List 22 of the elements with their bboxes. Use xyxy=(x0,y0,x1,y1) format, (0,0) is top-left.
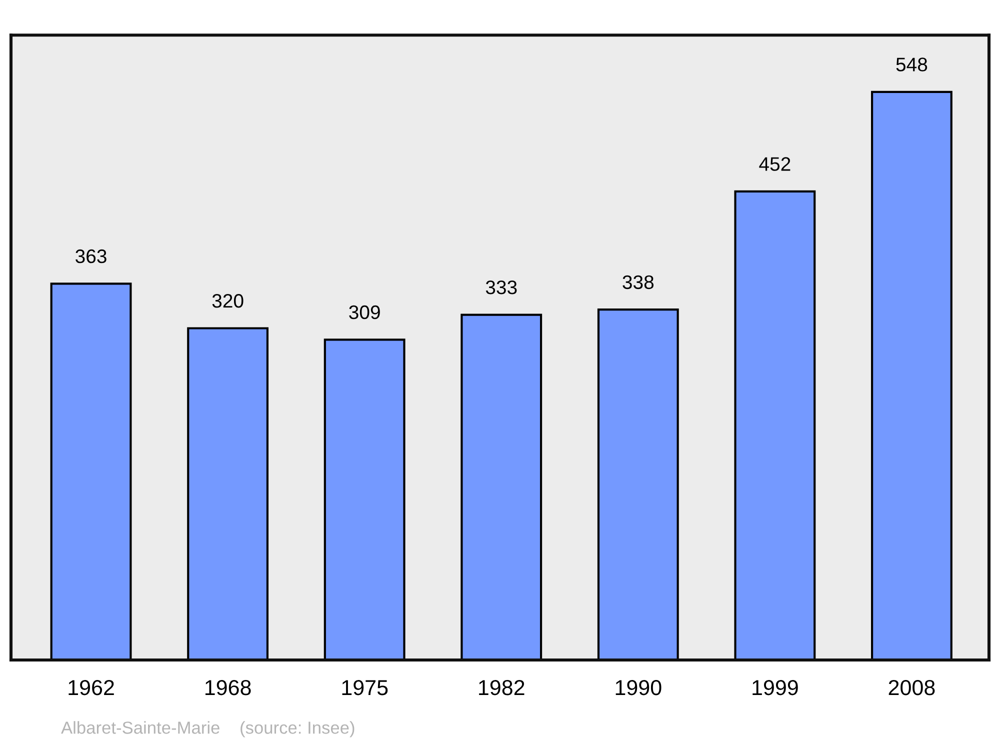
data-label: 452 xyxy=(759,157,790,171)
x-tick-label: 1962 xyxy=(68,680,114,696)
x-tick-label: 1968 xyxy=(206,680,251,696)
bar xyxy=(324,338,406,660)
data-label: 548 xyxy=(896,58,928,72)
x-tick-label: 2008 xyxy=(888,680,935,696)
x-tick-label: 1982 xyxy=(479,680,524,696)
data-label: 309 xyxy=(349,305,380,320)
bar xyxy=(187,327,269,660)
data-label: 338 xyxy=(622,275,654,290)
bar xyxy=(50,282,132,660)
x-tick-label: 1975 xyxy=(342,680,388,696)
bar xyxy=(460,314,542,660)
data-label: 320 xyxy=(212,294,244,308)
data-label: 333 xyxy=(486,280,517,294)
bar xyxy=(734,190,816,660)
x-tick-label: 1990 xyxy=(616,680,662,696)
bar xyxy=(871,90,952,660)
data-label: 363 xyxy=(76,249,106,264)
bar xyxy=(597,308,679,660)
text: Albaret-Sainte-Marie (source: Insee) xyxy=(61,721,354,738)
x-tick-label: 1999 xyxy=(752,680,798,696)
